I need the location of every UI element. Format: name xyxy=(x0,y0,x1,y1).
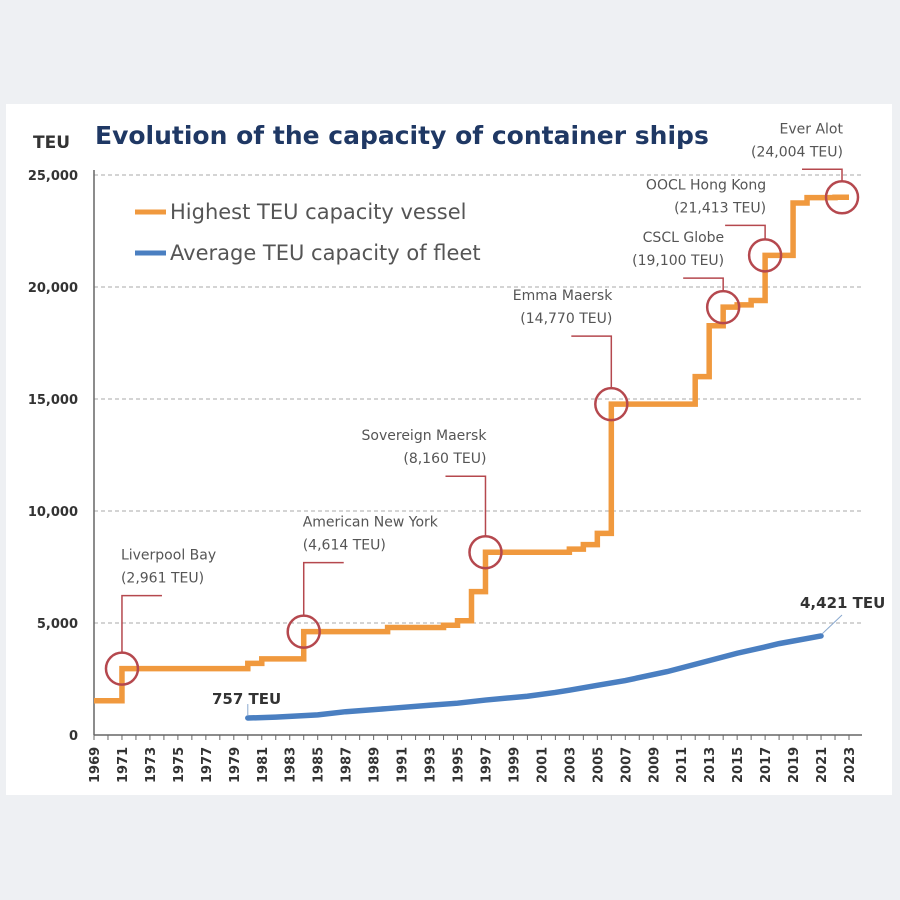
legend-label-highest: Highest TEU capacity vessel xyxy=(170,200,467,224)
annotation-name: Liverpool Bay xyxy=(121,548,216,564)
x-tick-label: 2011 xyxy=(675,747,690,783)
x-tick-label: 1979 xyxy=(228,747,243,783)
x-tick-label: 2015 xyxy=(731,747,746,783)
leader-line xyxy=(571,335,613,389)
x-tick-label: 2019 xyxy=(787,747,802,783)
annotation-name: American New York xyxy=(303,515,439,531)
x-tick-label: 1975 xyxy=(172,747,187,783)
annotation-name: Emma Maersk xyxy=(513,288,613,304)
y-tick-label: 5,000 xyxy=(37,617,78,632)
x-tick-label: 1993 xyxy=(424,747,439,783)
annotation-value: (2,961 TEU) xyxy=(121,571,204,587)
annotation-name: Sovereign Maersk xyxy=(362,428,488,444)
annotation-value: (4,614 TEU) xyxy=(303,538,386,554)
y-tick-label: 20,000 xyxy=(28,281,78,296)
annotation: OOCL Hong Kong (21,413 TEU) xyxy=(646,177,783,273)
annotation-value: (14,770 TEU) xyxy=(520,311,612,327)
annotation: Liverpool Bay (2,961 TEU) xyxy=(104,548,216,686)
annotation-value: (8,160 TEU) xyxy=(403,451,486,467)
annotation-name: OOCL Hong Kong xyxy=(646,177,766,193)
x-tick-label: 2007 xyxy=(619,747,634,783)
leader-line xyxy=(725,224,766,240)
y-tick-label: 0 xyxy=(69,729,78,744)
x-tick-label: 2017 xyxy=(759,747,774,783)
chart-title: Evolution of the capacity of container s… xyxy=(95,121,709,150)
x-tick-label: 1977 xyxy=(200,747,215,783)
leader-line xyxy=(121,594,162,653)
leader-line xyxy=(683,277,724,292)
x-tick-label: 2021 xyxy=(815,747,830,783)
y-tick-label: 15,000 xyxy=(28,393,78,408)
x-tick-label: 1971 xyxy=(116,747,131,783)
x-tick-label: 1987 xyxy=(340,747,355,783)
annotation-value: (19,100 TEU) xyxy=(632,253,724,269)
y-tick-label: 25,000 xyxy=(28,169,78,184)
annotation: Emma Maersk (14,770 TEU) xyxy=(513,288,629,422)
y-tick-label: 10,000 xyxy=(28,505,78,520)
series-highest-line xyxy=(94,194,849,704)
y-axis-label: TEU xyxy=(33,133,70,153)
annotation-value: (21,413 TEU) xyxy=(674,200,766,216)
x-tick-label: 1981 xyxy=(256,747,271,783)
end-label: 4,421 TEU xyxy=(800,594,885,612)
annotation: American New York (4,614 TEU) xyxy=(286,515,439,649)
leader-line xyxy=(802,168,843,182)
x-tick-label: 1997 xyxy=(479,747,494,783)
start-label: 757 TEU xyxy=(212,690,281,708)
leader-line xyxy=(445,475,487,537)
x-tick-label: 2001 xyxy=(535,747,550,783)
x-tick-label: 1983 xyxy=(284,747,299,783)
annotation: Ever Alot (24,004 TEU) xyxy=(751,121,860,215)
end-label-leader xyxy=(821,614,843,635)
annotation: CSCL Globe (19,100 TEU) xyxy=(632,230,741,325)
leader-line xyxy=(302,561,344,616)
legend: Highest TEU capacity vessel Average TEU … xyxy=(135,200,481,265)
x-tick-label: 2005 xyxy=(591,747,606,783)
x-tick-label: 2009 xyxy=(647,747,662,783)
annotation: Sovereign Maersk (8,160 TEU) xyxy=(362,428,503,570)
annotation-value: (24,004 TEU) xyxy=(751,144,843,160)
x-tick-label: 1999 xyxy=(507,747,522,783)
x-tick-label: 1989 xyxy=(368,747,383,783)
x-tick-label: 2023 xyxy=(843,747,858,783)
x-tick-label: 1969 xyxy=(88,747,103,783)
x-tick-label: 1973 xyxy=(144,747,159,783)
chart-card xyxy=(6,104,892,795)
x-tick-label: 1985 xyxy=(312,747,327,783)
series-average-line xyxy=(245,633,824,721)
legend-label-average: Average TEU capacity of fleet xyxy=(170,241,481,265)
annotation-name: Ever Alot xyxy=(780,121,844,137)
x-tick-label: 1995 xyxy=(452,747,467,783)
annotation-name: CSCL Globe xyxy=(643,230,725,246)
x-tick-label: 2003 xyxy=(563,747,578,783)
x-tick-label: 1991 xyxy=(396,747,411,783)
x-tick-label: 2013 xyxy=(703,747,718,783)
